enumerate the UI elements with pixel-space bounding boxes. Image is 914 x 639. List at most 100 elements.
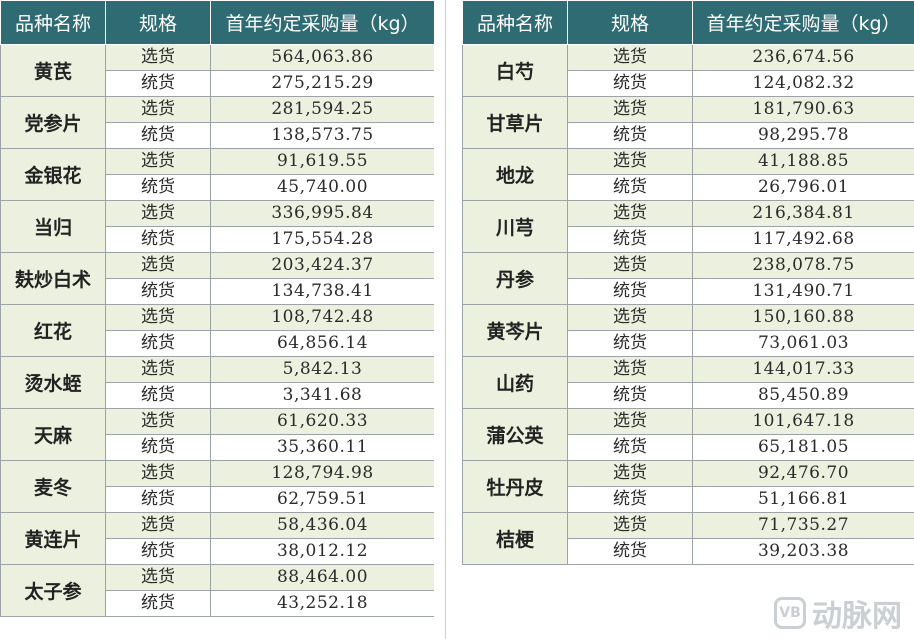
- spec-cell: 统货: [105, 226, 211, 253]
- spec-cell: 统货: [105, 70, 211, 97]
- volume-cell: 128,794.98: [210, 460, 435, 487]
- spec-cell: 统货: [567, 538, 693, 565]
- variety-name-cell: 天麻: [0, 408, 106, 461]
- volume-cell: 134,738.41: [210, 278, 435, 305]
- variety-name-cell: 烫水蛭: [0, 356, 106, 409]
- spec-cell: 选货: [105, 44, 211, 71]
- right-procurement-table: 品种名称 规格 首年约定采购量（kg） 白芍 选货 236,674.56 统货 124,…: [462, 0, 914, 565]
- table-row: 统货 38,012.12: [1, 538, 435, 565]
- table-row: 川芎 选货 216,384.81: [462, 200, 914, 253]
- variety-name-cell: 桔梗: [462, 512, 568, 565]
- table-row: 甘草片 选货 181,790.63: [462, 96, 914, 149]
- header-spec: 规格: [567, 0, 693, 45]
- table-row: 统货 175,554.28: [1, 226, 435, 253]
- volume-cell: 58,436.04: [210, 512, 435, 539]
- table-row: 麸炒白术 选货 203,424.37: [0, 252, 435, 305]
- volume-cell: 35,360.11: [210, 434, 435, 461]
- volume-cell: 61,620.33: [210, 408, 435, 435]
- spec-cell: 统货: [105, 434, 211, 461]
- volume-cell: 336,995.84: [210, 200, 435, 227]
- spec-cell: 统货: [567, 434, 693, 461]
- volume-cell: 43,252.18: [210, 590, 435, 617]
- volume-cell: 64,856.14: [210, 330, 435, 357]
- spec-cell: 统货: [567, 70, 693, 97]
- table-row: 红花 选货 108,742.48: [0, 304, 435, 357]
- spec-cell: 选货: [105, 356, 211, 383]
- variety-name-cell: 牡丹皮: [462, 460, 568, 513]
- spec-cell: 统货: [567, 122, 693, 149]
- volume-cell: 216,384.81: [692, 200, 914, 227]
- spec-cell: 统货: [567, 174, 693, 201]
- table-header-row: 品种名称 规格 首年约定采购量（kg）: [0, 0, 435, 45]
- volume-cell: 281,594.25: [210, 96, 435, 123]
- volume-cell: 275,215.29: [210, 70, 435, 97]
- volume-cell: 39,203.38: [692, 538, 914, 565]
- table-row: 统货 85,450.89: [463, 382, 914, 409]
- volume-cell: 51,166.81: [692, 486, 914, 513]
- variety-name-cell: 黄芩片: [462, 304, 568, 357]
- spec-cell: 选货: [567, 148, 693, 175]
- spec-cell: 统货: [567, 278, 693, 305]
- volume-cell: 238,078.75: [692, 252, 914, 279]
- volume-cell: 65,181.05: [692, 434, 914, 461]
- spec-cell: 选货: [105, 96, 211, 123]
- spec-cell: 选货: [567, 356, 693, 383]
- table-row: 统货 117,492.68: [463, 226, 914, 253]
- volume-cell: 88,464.00: [210, 564, 435, 591]
- variety-name-cell: 党参片: [0, 96, 106, 149]
- table-row: 统货 131,490.71: [463, 278, 914, 305]
- variety-name-cell: 太子参: [0, 564, 106, 617]
- table-row: 麦冬 选货 128,794.98: [0, 460, 435, 513]
- variety-name-cell: 甘草片: [462, 96, 568, 149]
- spec-cell: 统货: [105, 486, 211, 513]
- spec-cell: 选货: [567, 408, 693, 435]
- volume-cell: 38,012.12: [210, 538, 435, 565]
- header-annual-volume: 首年约定采购量（kg）: [692, 0, 914, 45]
- volume-cell: 73,061.03: [692, 330, 914, 357]
- spec-cell: 统货: [567, 382, 693, 409]
- volume-cell: 62,759.51: [210, 486, 435, 513]
- volume-cell: 3,341.68: [210, 382, 435, 409]
- table-row: 党参片 选货 281,594.25: [0, 96, 435, 149]
- table-row: 山药 选货 144,017.33: [462, 356, 914, 409]
- table-row: 统货 45,740.00: [1, 174, 435, 201]
- table-row: 黄芩片 选货 150,160.88: [462, 304, 914, 357]
- table-row: 统货 65,181.05: [463, 434, 914, 461]
- spec-cell: 选货: [567, 252, 693, 279]
- variety-name-cell: 山药: [462, 356, 568, 409]
- variety-name-cell: 当归: [0, 200, 106, 253]
- volume-cell: 236,674.56: [692, 44, 914, 71]
- table-row: 统货 39,203.38: [463, 538, 914, 565]
- volume-cell: 101,647.18: [692, 408, 914, 435]
- spec-cell: 选货: [567, 304, 693, 331]
- table-row: 蒲公英 选货 101,647.18: [462, 408, 914, 461]
- volume-cell: 203,424.37: [210, 252, 435, 279]
- table-row: 统货 35,360.11: [1, 434, 435, 461]
- variety-name-cell: 地龙: [462, 148, 568, 201]
- spec-cell: 选货: [567, 512, 693, 539]
- header-variety-name: 品种名称: [0, 0, 106, 45]
- volume-cell: 144,017.33: [692, 356, 914, 383]
- volume-cell: 181,790.63: [692, 96, 914, 123]
- volume-cell: 117,492.68: [692, 226, 914, 253]
- volume-cell: 26,796.01: [692, 174, 914, 201]
- table-row: 统货 43,252.18: [1, 590, 435, 617]
- volume-cell: 71,735.27: [692, 512, 914, 539]
- variety-name-cell: 金银花: [0, 148, 106, 201]
- spec-cell: 统货: [105, 590, 211, 617]
- volume-cell: 92,476.70: [692, 460, 914, 487]
- spec-cell: 选货: [105, 460, 211, 487]
- left-table-body: 黄芪 选货 564,063.86 统货 275,215.29 党参片 选货 281,594.2…: [0, 44, 435, 617]
- volume-cell: 85,450.89: [692, 382, 914, 409]
- header-annual-volume: 首年约定采购量（kg）: [210, 0, 435, 45]
- spec-cell: 统货: [567, 330, 693, 357]
- variety-name-cell: 丹参: [462, 252, 568, 305]
- spec-cell: 统货: [105, 382, 211, 409]
- variety-name-cell: 红花: [0, 304, 106, 357]
- header-spec: 规格: [105, 0, 211, 45]
- spec-cell: 选货: [105, 564, 211, 591]
- table-row: 丹参 选货 238,078.75: [462, 252, 914, 305]
- volume-cell: 175,554.28: [210, 226, 435, 253]
- watermark-logo-icon: VB: [774, 597, 806, 629]
- spec-cell: 统货: [105, 330, 211, 357]
